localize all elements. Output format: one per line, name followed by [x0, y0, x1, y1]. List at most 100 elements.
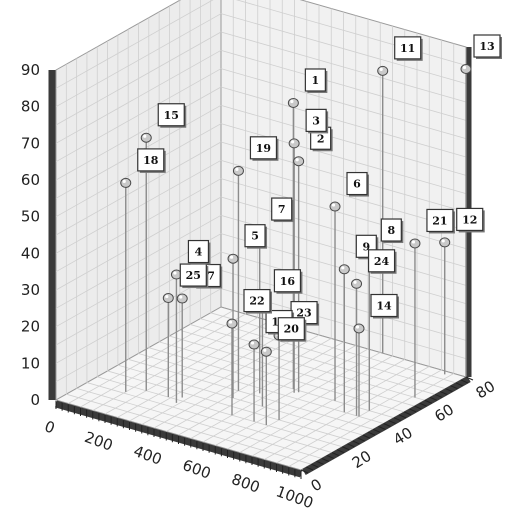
data-point	[140, 132, 152, 143]
z-tick-label: 10	[21, 354, 40, 372]
data-point-highlight	[341, 266, 345, 270]
grid-line	[220, 13, 467, 85]
x-tick-label: 600	[180, 456, 213, 483]
y-tick-mark	[393, 417, 402, 422]
data-point-highlight	[143, 134, 147, 138]
grid-line	[55, 31, 222, 126]
point-label: 14	[376, 300, 392, 313]
grid-line	[55, 178, 222, 273]
data-point	[226, 318, 238, 329]
y-tick-mark	[316, 460, 324, 465]
data-point	[377, 65, 389, 76]
x-tick-label: 0	[42, 417, 57, 437]
y-tick-mark	[305, 466, 314, 471]
point-label-box	[157, 103, 185, 127]
grid-line	[55, 141, 222, 236]
y-tick-mark	[331, 452, 340, 457]
point-label-box	[187, 239, 210, 264]
grid-line	[220, 196, 467, 268]
y-tick-mark	[378, 425, 386, 430]
point-label-box	[305, 108, 327, 132]
point-label-box	[273, 269, 302, 293]
grid-line	[220, 31, 467, 103]
y-tick-mark	[460, 379, 469, 384]
grid-line	[55, 13, 222, 108]
z-tick-label: 70	[21, 134, 40, 152]
data-point-highlight	[295, 158, 299, 162]
y-tick-mark	[440, 391, 448, 395]
y-tick-mark	[403, 411, 412, 416]
y-tick-mark	[450, 385, 458, 390]
point-label: 19	[256, 142, 271, 155]
data-point-highlight	[235, 167, 239, 171]
point-label: 7	[278, 203, 286, 216]
data-point-highlight	[355, 325, 360, 329]
data-point-highlight	[331, 203, 336, 207]
y-tick-mark	[429, 396, 438, 401]
point-label-box	[473, 34, 501, 58]
point-label-box	[271, 197, 293, 221]
grid-line	[138, 353, 384, 424]
grid-line	[107, 370, 353, 442]
y-tick-mark	[357, 437, 365, 442]
data-point	[351, 278, 363, 289]
data-point	[338, 264, 350, 275]
grid-line	[189, 324, 436, 395]
grid-line	[55, 0, 214, 89]
point-label: 13	[479, 40, 494, 53]
point-label-box	[244, 224, 266, 248]
point-label: 1	[312, 74, 320, 87]
z-tick-label: 50	[21, 208, 40, 226]
point-labels: 1113122116823914247195162317101520222541…	[137, 34, 502, 342]
data-point	[176, 293, 188, 304]
y-tick-label: 20	[349, 447, 375, 472]
y-tick-mark	[455, 382, 463, 387]
grid-line	[55, 214, 222, 309]
data-point-highlight	[462, 65, 467, 70]
data-point-highlight	[353, 280, 357, 284]
grid-line	[220, 49, 467, 121]
z-tick-label: 80	[21, 98, 40, 116]
point-label-box	[456, 207, 484, 232]
point-label-box	[370, 293, 398, 318]
grid-line	[97, 376, 343, 448]
point-label: 2	[317, 132, 325, 145]
grid-line	[66, 393, 312, 465]
y-tick-mark	[352, 440, 360, 445]
grid-line	[55, 196, 222, 291]
point-label: 24	[374, 255, 390, 268]
y-tick-mark	[336, 449, 345, 454]
point-label: 9	[362, 240, 370, 253]
z-tick-label: 30	[21, 281, 40, 299]
point-label: 22	[249, 295, 264, 308]
y-tick-mark	[414, 405, 422, 410]
grid-line	[220, 251, 467, 323]
point-stems	[125, 69, 467, 426]
data-point	[227, 253, 239, 264]
grid-line	[128, 358, 374, 430]
y-tick-mark	[409, 408, 417, 413]
y-tick-label: 80	[473, 377, 499, 402]
y-tick-label: 40	[390, 424, 416, 449]
y-tick-mark	[388, 420, 396, 425]
point-label: 3	[312, 114, 320, 127]
point-label-box	[304, 68, 326, 92]
grid-line	[220, 104, 467, 176]
point-label: 18	[143, 154, 159, 167]
point-label: 25	[186, 269, 201, 282]
point-label: 5	[251, 230, 259, 243]
data-point	[288, 138, 300, 149]
point-label-box	[346, 171, 368, 196]
point-label-box	[426, 208, 454, 233]
data-point-highlight	[250, 341, 255, 345]
data-point	[287, 97, 299, 108]
y-tick-mark	[398, 414, 407, 419]
grid-line	[117, 364, 363, 436]
point-label-box	[277, 317, 305, 341]
data-point	[353, 323, 365, 334]
point-label-box	[243, 288, 271, 313]
point-label: 21	[432, 214, 447, 227]
grid-line	[169, 335, 415, 407]
grid-line	[55, 49, 222, 144]
